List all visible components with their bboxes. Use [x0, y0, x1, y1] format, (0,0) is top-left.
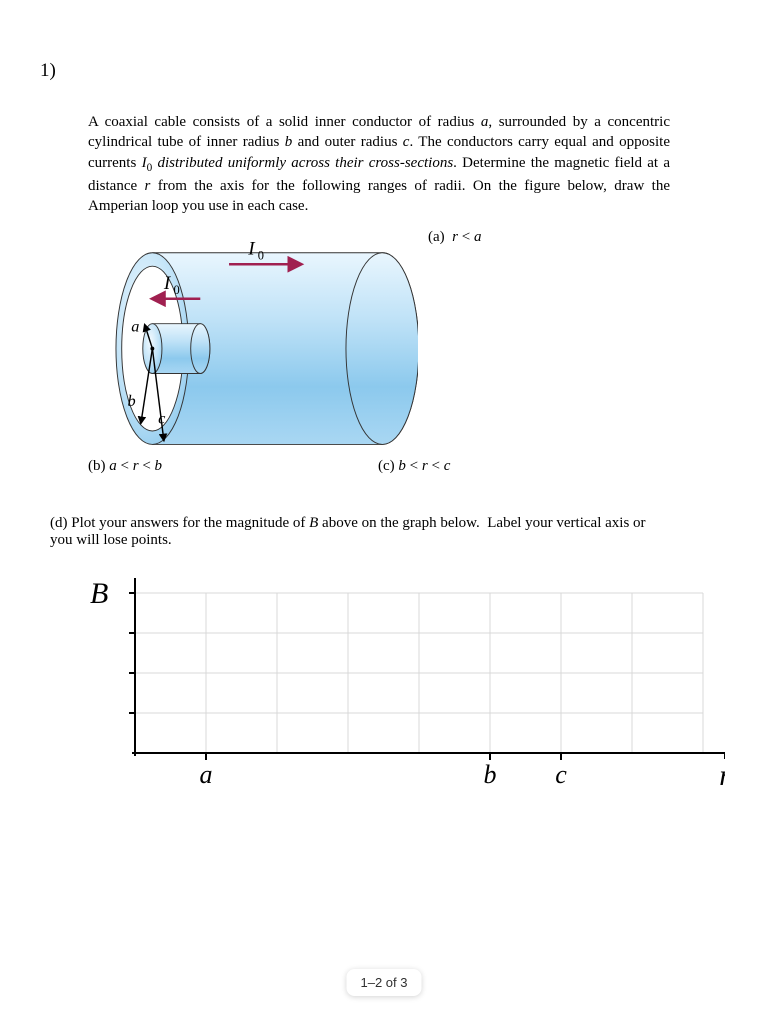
svg-text:c: c	[158, 409, 166, 428]
svg-text:c: c	[555, 760, 567, 789]
part-b-label: (b) a < r < b	[88, 458, 378, 475]
question-number: 1)	[40, 60, 718, 82]
svg-text:b: b	[484, 760, 497, 789]
part-a-label: (a) r < a	[428, 229, 481, 246]
svg-text:r: r	[719, 759, 725, 792]
page-indicator: 1–2 of 3	[347, 969, 422, 996]
part-d-text: (d) Plot your answers for the magnitude …	[50, 515, 670, 549]
svg-text:a: a	[131, 317, 139, 336]
svg-text:a: a	[200, 760, 213, 789]
problem-paragraph: A coaxial cable consists of a solid inne…	[88, 112, 670, 216]
magnitude-graph: B a b c r	[65, 553, 725, 803]
svg-text:0: 0	[173, 283, 179, 297]
svg-text:b: b	[127, 391, 135, 410]
part-c-label: (c) b < r < c	[378, 458, 450, 475]
coaxial-cable-figure: a b c I 0 I 0	[88, 224, 418, 454]
svg-text:0: 0	[258, 249, 264, 263]
svg-text:B: B	[90, 577, 108, 610]
